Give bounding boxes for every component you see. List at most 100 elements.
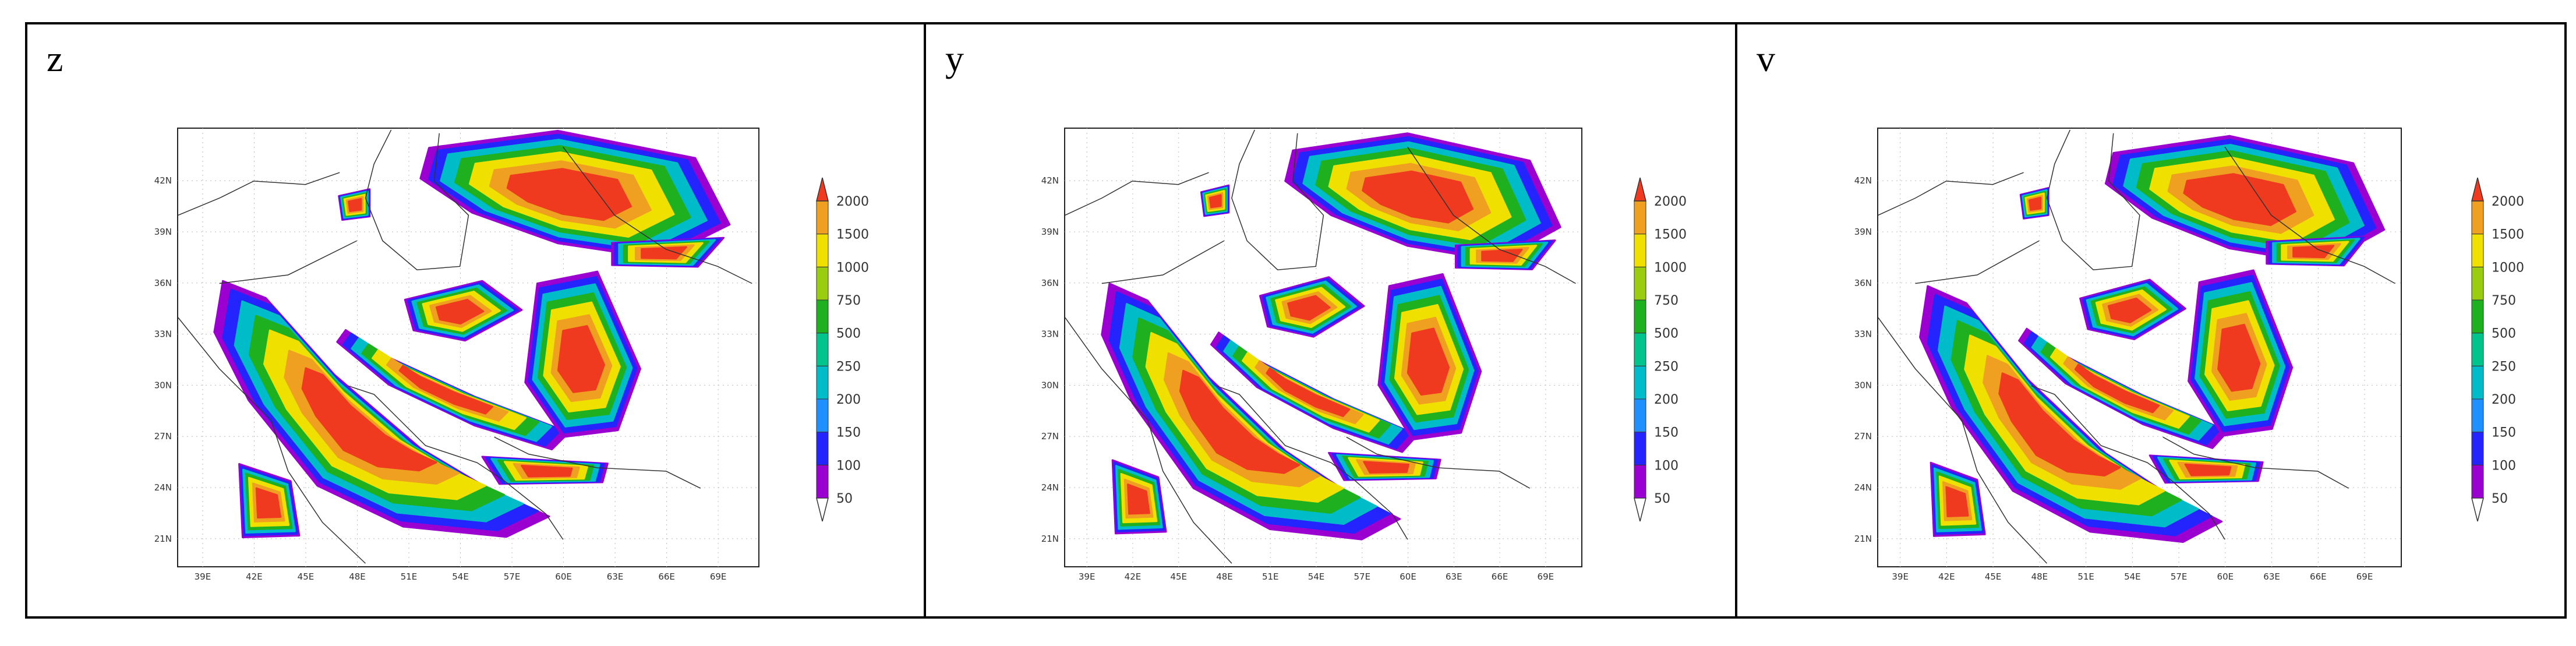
lat-tick-label: 30N bbox=[154, 380, 172, 390]
precip-field bbox=[1266, 367, 1351, 417]
lat-tick-label: 36N bbox=[1041, 278, 1059, 288]
colorbar-label: 1000 bbox=[1654, 260, 1687, 275]
colorbar-segment bbox=[816, 365, 829, 400]
lat-tick-label: 27N bbox=[1041, 431, 1059, 442]
colorbar-segment bbox=[2471, 432, 2484, 465]
coastline bbox=[2031, 385, 2225, 540]
colorbar-label: 1500 bbox=[1654, 228, 1687, 242]
colorbar-high-triangle bbox=[816, 177, 829, 202]
colorbar-low-triangle bbox=[816, 497, 829, 522]
lat-tick-label: 21N bbox=[1041, 534, 1059, 544]
colorbar-label: 200 bbox=[1654, 393, 1679, 407]
colorbar-label: 150 bbox=[2492, 426, 2516, 440]
panel-label: v bbox=[1757, 38, 1775, 79]
lon-tick-label: 39E bbox=[195, 571, 211, 582]
lon-tick-label: 42E bbox=[1938, 571, 1955, 582]
colorbar-label: 1000 bbox=[2492, 260, 2524, 275]
map bbox=[1877, 128, 2402, 567]
colorbar: 50 100 150 200 250 500 750 1000 1500 2000 bbox=[2471, 177, 2524, 522]
colorbar-label: 1000 bbox=[836, 260, 869, 275]
coastline bbox=[348, 385, 564, 540]
colorbar-segment bbox=[2471, 398, 2484, 433]
colorbar-segment bbox=[816, 299, 829, 334]
colorbar-label: 50 bbox=[2492, 492, 2508, 506]
colorbar-segment bbox=[2471, 464, 2484, 499]
lon-tick-label: 54E bbox=[452, 571, 469, 582]
precip-field bbox=[1179, 369, 1301, 474]
colorbar-segment bbox=[1634, 200, 1646, 235]
precip-field bbox=[1209, 194, 1222, 209]
map-content bbox=[1878, 128, 2401, 567]
coastline bbox=[1101, 240, 1225, 284]
colorbar-label: 750 bbox=[1654, 294, 1679, 308]
precip-field bbox=[2028, 196, 2042, 211]
precip-field bbox=[2074, 363, 2160, 414]
lon-tick-label: 57E bbox=[1354, 571, 1370, 582]
panel: y 39E 42E 45E 48E 51E 54E 57E 60E 63E 66E 69E 21N 24N… bbox=[945, 38, 1687, 582]
coastline bbox=[1407, 146, 1576, 284]
colorbar-label: 250 bbox=[836, 359, 861, 374]
coastline bbox=[1231, 129, 1324, 270]
colorbar-segment bbox=[2471, 333, 2484, 366]
lat-tick-label: 42N bbox=[1854, 175, 1872, 186]
precip-field bbox=[2184, 463, 2232, 476]
colorbar-label: 50 bbox=[836, 492, 853, 506]
colorbar: 50 100 150 200 250 500 750 1000 1500 2000 bbox=[816, 177, 869, 522]
lat-tick-label: 39N bbox=[154, 227, 172, 237]
lat-tick-label: 33N bbox=[1854, 329, 1872, 340]
colorbar-label: 2000 bbox=[2492, 195, 2524, 209]
panel-label: z bbox=[47, 38, 63, 79]
lon-tick-label: 48E bbox=[1216, 571, 1233, 582]
lon-tick-label: 63E bbox=[607, 571, 624, 582]
lon-tick-label: 45E bbox=[298, 571, 315, 582]
colorbar: 50 100 150 200 250 500 750 1000 1500 2000 bbox=[1634, 177, 1687, 522]
lat-tick-label: 42N bbox=[154, 175, 172, 186]
coastline bbox=[563, 146, 752, 284]
lon-tick-label: 63E bbox=[2263, 571, 2280, 582]
colorbar-segment bbox=[816, 234, 829, 267]
precip-field bbox=[1407, 327, 1450, 396]
coastline bbox=[2162, 436, 2349, 489]
colorbar-label: 2000 bbox=[836, 195, 869, 209]
lat-tick-label: 36N bbox=[154, 278, 172, 288]
coastline bbox=[178, 172, 340, 216]
lat-tick-label: 24N bbox=[1041, 482, 1059, 493]
precip-field bbox=[435, 299, 485, 325]
colorbar-segment bbox=[1634, 234, 1646, 267]
lon-tick-label: 60E bbox=[2217, 571, 2234, 582]
colorbar-segment bbox=[1634, 398, 1646, 433]
map-content bbox=[1065, 128, 1582, 567]
lat-tick-label: 24N bbox=[154, 482, 172, 493]
lon-tick-label: 63E bbox=[1446, 571, 1462, 582]
colorbar-label: 1500 bbox=[836, 228, 869, 242]
lon-tick-label: 60E bbox=[555, 571, 572, 582]
map bbox=[177, 128, 759, 567]
lon-tick-label: 51E bbox=[401, 571, 418, 582]
lon-tick-label: 69E bbox=[2356, 571, 2373, 582]
lon-tick-label: 48E bbox=[2031, 571, 2048, 582]
lon-tick-label: 45E bbox=[1170, 571, 1187, 582]
colorbar-segment bbox=[1634, 464, 1646, 499]
colorbar-segment bbox=[816, 398, 829, 433]
precip-field bbox=[2183, 173, 2296, 227]
lon-tick-label: 69E bbox=[1538, 571, 1554, 582]
colorbar-segment bbox=[1634, 333, 1646, 366]
lat-tick-label: 33N bbox=[1041, 329, 1059, 340]
precip-field bbox=[1127, 483, 1150, 515]
lon-tick-label: 69E bbox=[710, 571, 727, 582]
colorbar-label: 2000 bbox=[1654, 195, 1687, 209]
lon-tick-label: 66E bbox=[658, 571, 675, 582]
colorbar-segment bbox=[2471, 234, 2484, 267]
lat-tick-label: 36N bbox=[1854, 278, 1872, 288]
precip-field bbox=[506, 168, 632, 221]
coastline bbox=[1216, 385, 1408, 540]
lon-tick-label: 45E bbox=[1985, 571, 2002, 582]
colorbar-segment bbox=[816, 432, 829, 465]
colorbar-segment bbox=[1634, 266, 1646, 301]
map-content bbox=[178, 128, 759, 567]
precip-field bbox=[2107, 297, 2152, 323]
map bbox=[1064, 128, 1582, 567]
colorbar-label: 200 bbox=[836, 393, 861, 407]
colorbar-label: 50 bbox=[1654, 492, 1670, 506]
